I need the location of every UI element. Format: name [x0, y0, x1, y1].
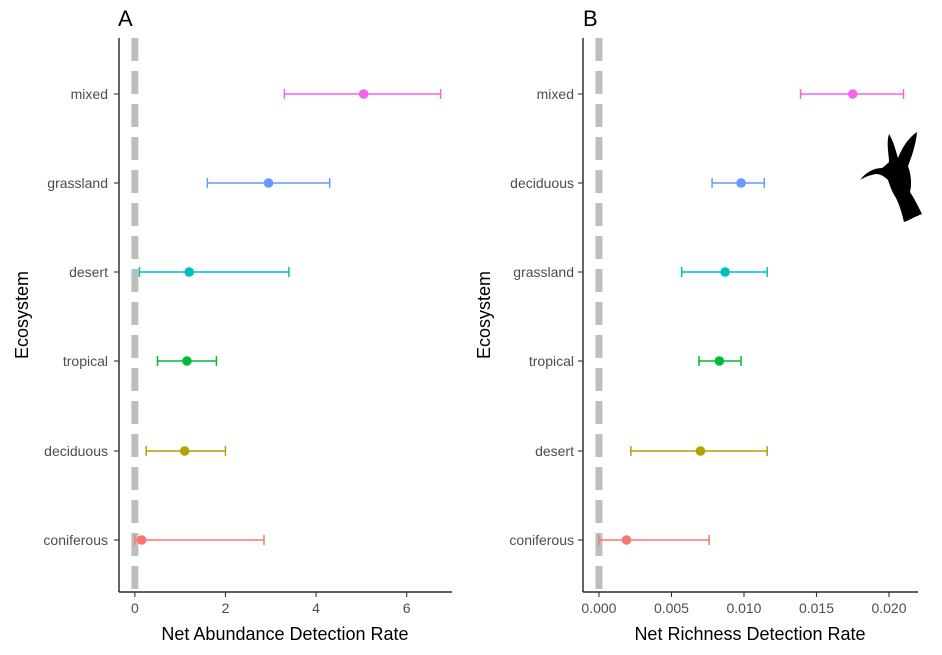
- x-axis-title: Net Abundance Detection Rate: [161, 624, 408, 644]
- y-tick-label: desert: [535, 443, 574, 459]
- x-tick-label: 0.020: [871, 600, 906, 616]
- data-point: [695, 446, 706, 456]
- x-tick-label: 0.010: [726, 600, 761, 616]
- y-tick-label: coniferous: [509, 532, 574, 548]
- y-tick-label: grassland: [47, 175, 108, 191]
- y-tick-label: grassland: [513, 264, 574, 280]
- y-tick-label: deciduous: [44, 443, 108, 459]
- data-point: [179, 446, 190, 456]
- x-tick-label: 6: [403, 600, 411, 616]
- y-tick-label: deciduous: [510, 175, 574, 191]
- x-axis-title: Net Richness Detection Rate: [634, 624, 865, 644]
- y-tick-label: mixed: [71, 86, 108, 102]
- data-point: [182, 356, 192, 366]
- x-tick-label: 0.015: [799, 600, 834, 616]
- x-tick-label: 0.000: [581, 600, 616, 616]
- data-point: [714, 356, 725, 366]
- y-tick-label: desert: [69, 264, 108, 280]
- y-tick-label: mixed: [537, 86, 574, 102]
- data-point: [720, 267, 730, 277]
- y-axis-title: Ecosystem: [474, 271, 494, 359]
- panel-label: A: [118, 6, 133, 31]
- y-axis-title: Ecosystem: [12, 271, 32, 359]
- hummingbird-silhouette-icon: [860, 132, 922, 222]
- y-tick-label: tropical: [529, 353, 574, 369]
- x-tick-label: 2: [222, 600, 230, 616]
- x-tick-label: 4: [312, 600, 320, 616]
- data-point: [136, 535, 147, 545]
- data-point: [358, 89, 369, 99]
- y-tick-label: tropical: [63, 353, 108, 369]
- data-point: [184, 267, 195, 277]
- data-point: [847, 89, 858, 99]
- panel-label: B: [583, 6, 598, 31]
- data-point: [263, 178, 274, 188]
- x-tick-label: 0.005: [654, 600, 689, 616]
- x-tick-label: 0: [131, 600, 139, 616]
- data-point: [736, 178, 746, 188]
- data-point: [621, 535, 632, 545]
- y-tick-label: coniferous: [43, 532, 108, 548]
